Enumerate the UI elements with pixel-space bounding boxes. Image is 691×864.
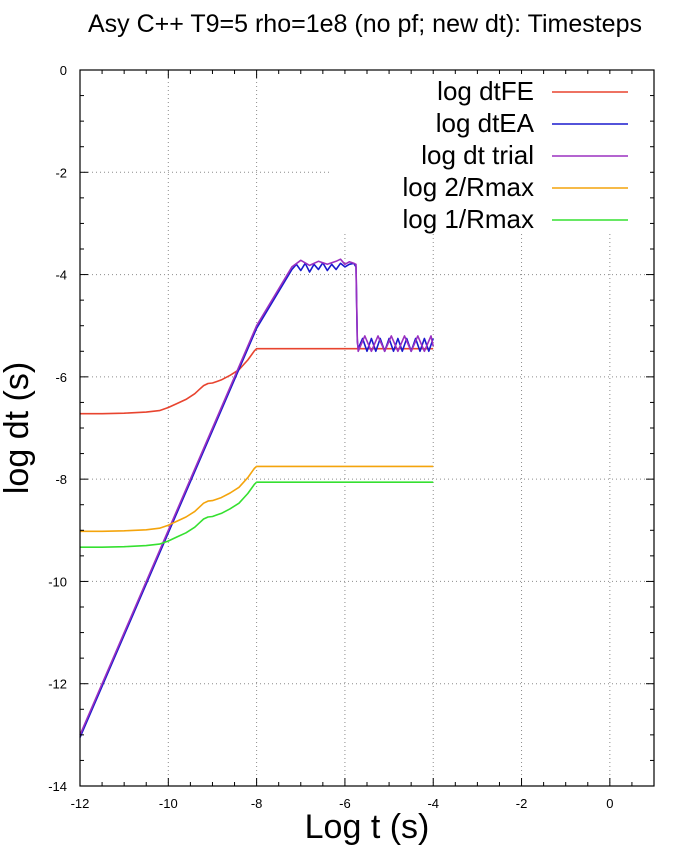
y-axis-title: log dt (s) [0,362,36,494]
y-tick-label: -10 [48,574,67,589]
x-tick-label: -4 [427,796,439,811]
legend-label: log dtEA [436,108,535,138]
series-line-1 [80,347,434,415]
x-tick-label: 0 [606,796,613,811]
y-tick-label: -8 [55,472,67,487]
x-tick-label: -12 [71,796,90,811]
axis-ticks: -12 -10 -8 -6 -4 -2 0 0 -2 -4 -6 -8 -10 -12 -14 [48,63,655,811]
x-axis-title: Log t (s) [305,808,430,846]
legend-label: log 2/Rmax [403,172,535,202]
series-line-4 [80,465,434,533]
legend-label: log dt trial [421,140,534,170]
legend-box [330,74,650,234]
y-tick-label: -2 [55,165,67,180]
y-tick-label: 0 [60,63,67,78]
series-line-5 [80,481,434,549]
legend-label: log dtFE [437,76,534,106]
series-lines [79,258,434,738]
y-tick-label: -6 [55,370,67,385]
x-tick-label: -8 [251,796,263,811]
y-tick-label: -4 [55,268,67,283]
series-line-3 [79,258,434,736]
x-tick-label: -6 [339,796,351,811]
chart-title: Asy C++ T9=5 rho=1e8 (no pf; new dt): Ti… [88,10,642,38]
grid [80,70,654,786]
y-tick-label: -12 [48,677,67,692]
legend-label: log 1/Rmax [403,204,535,234]
series-line-2 [79,261,434,738]
x-tick-label: -2 [516,796,528,811]
x-tick-label: -10 [159,796,178,811]
y-tick-label: -14 [48,779,67,794]
